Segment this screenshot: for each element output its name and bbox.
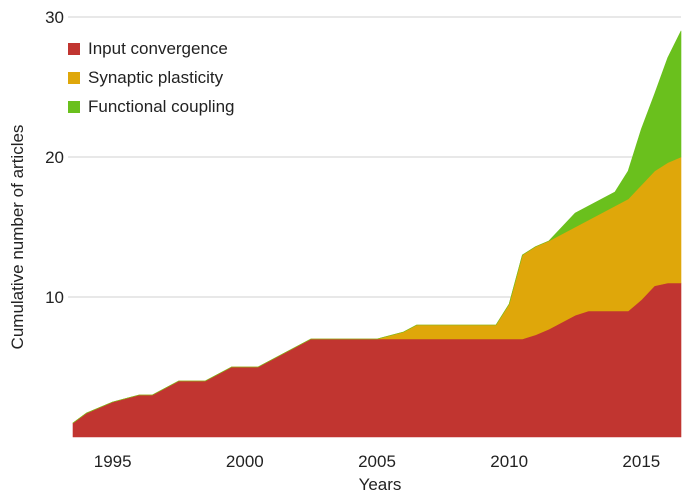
x-tick-label-2005: 2005	[358, 452, 396, 471]
legend-swatch-synaptic-plasticity	[68, 72, 80, 84]
y-tick-label-10: 10	[45, 288, 64, 307]
y-tick-label-20: 20	[45, 148, 64, 167]
legend: Input convergence Synaptic plasticity Func…	[68, 39, 234, 116]
legend-label-synaptic-plasticity: Synaptic plasticity	[88, 68, 224, 87]
legend-swatch-input-convergence	[68, 43, 80, 55]
legend-label-input-convergence: Input convergence	[88, 39, 228, 58]
x-tick-label-2010: 2010	[490, 452, 528, 471]
stacked-areas	[72, 30, 682, 438]
x-tick-label-2015: 2015	[622, 452, 660, 471]
legend-label-functional-coupling: Functional coupling	[88, 97, 234, 116]
y-axis-label: Cumulative number of articles	[8, 125, 27, 350]
x-tick-label-2000: 2000	[226, 452, 264, 471]
legend-swatch-functional-coupling	[68, 101, 80, 113]
y-axis-ticks: 10 20 30	[45, 8, 64, 307]
x-axis-label: Years	[359, 475, 402, 494]
area-functional-coupling	[72, 30, 682, 424]
y-tick-label-30: 30	[45, 8, 64, 27]
x-axis-ticks: 1995 2000 2005 2010 2015	[94, 452, 661, 471]
x-tick-label-1995: 1995	[94, 452, 132, 471]
